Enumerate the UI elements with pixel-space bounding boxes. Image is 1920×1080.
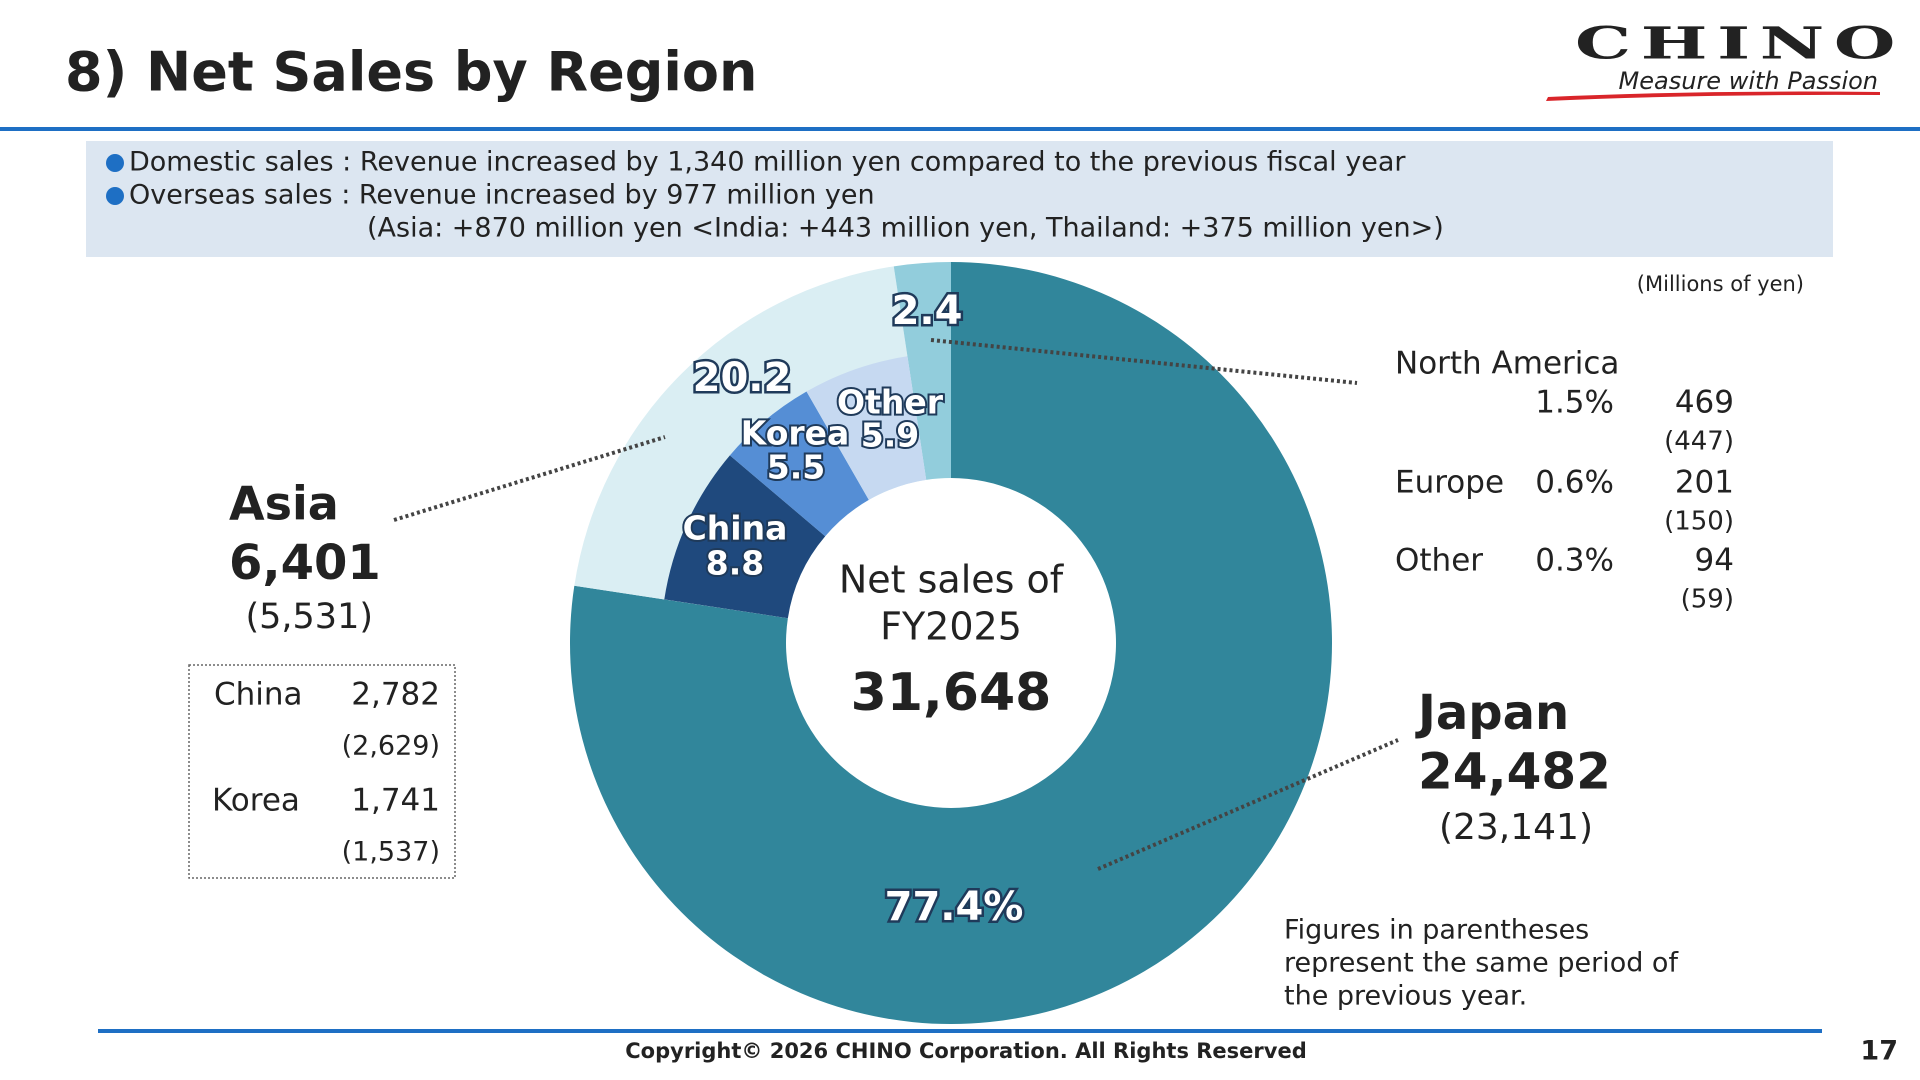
asia-label: Asia: [229, 477, 339, 531]
note: (Asia: +870 million yen <India: +443 mil…: [367, 213, 1444, 244]
page-number: 17: [1860, 1036, 1898, 1067]
region-share: 1.5%: [1535, 385, 1614, 421]
breakdown-value: 1,741: [351, 783, 440, 819]
title: 8) Net Sales by Region: [65, 41, 757, 104]
region-value: 469: [1675, 385, 1734, 421]
footnote: represent the same period of: [1284, 948, 1679, 979]
slice-label: 20.2: [693, 355, 792, 401]
center-label: Net sales of: [839, 558, 1065, 602]
footnote: the previous year.: [1284, 981, 1527, 1012]
inner-name: Korea: [741, 414, 850, 453]
japan-value: 24,482: [1418, 743, 1611, 801]
region-share: 0.3%: [1535, 543, 1614, 579]
center-label: FY2025: [880, 605, 1022, 649]
breakdown-previous: (1,537): [342, 837, 440, 868]
note: Domestic sales : Revenue increased by 1,…: [129, 147, 1406, 178]
region-previous: (150): [1664, 507, 1734, 537]
leader: [930, 338, 1358, 385]
breakdown-name: Korea: [212, 783, 300, 819]
breakdown-previous: (2,629): [342, 731, 440, 762]
note: Overseas sales : Revenue increased by 97…: [129, 180, 875, 211]
breakdown-value: 2,782: [351, 677, 440, 713]
leader: [393, 435, 666, 522]
region-share: 0.6%: [1535, 465, 1614, 501]
inner-name: China: [683, 509, 788, 548]
japan-previous: (23,141): [1439, 807, 1593, 848]
region-value: 94: [1695, 543, 1734, 579]
region-previous: (59): [1681, 585, 1734, 615]
tagline: Measure with Passion: [1619, 67, 1878, 95]
region-value: 201: [1675, 465, 1734, 501]
region-previous: (447): [1664, 427, 1734, 457]
japan-label: Japan: [1415, 685, 1569, 741]
slice: [570, 262, 1332, 1024]
inner-slice: [664, 455, 826, 619]
inner-value: 5.5: [767, 448, 825, 487]
logo-swoosh: [1546, 91, 1880, 101]
leader: [1097, 738, 1399, 871]
slice-label: 2.4: [892, 288, 963, 334]
slice-label: 77.4%: [885, 884, 1024, 930]
inner-slice: [806, 356, 927, 500]
copyright: Copyright© 2026 CHINO Corporation. All R…: [625, 1039, 1306, 1063]
inner-value: 8.8: [706, 544, 764, 583]
inner-value: 5.9: [861, 416, 919, 455]
bullet: [106, 154, 124, 172]
asia-box: [188, 664, 456, 879]
bullet: [106, 187, 124, 205]
inner-name: Other: [837, 383, 944, 422]
unit: (Millions of yen): [1637, 272, 1804, 296]
asia-value: 6,401: [229, 535, 381, 591]
inner-slice: [729, 391, 869, 537]
notes-box: [86, 141, 1833, 257]
footnote: Figures in parentheses: [1284, 915, 1589, 946]
slice: [893, 262, 951, 480]
logo: CHINO: [1575, 19, 1905, 70]
total: 31,648: [851, 663, 1052, 723]
region-name: Other: [1395, 543, 1483, 579]
region-name: North America: [1395, 346, 1619, 382]
breakdown-name: China: [214, 677, 303, 713]
asia-previous: (5,531): [245, 597, 373, 637]
region-name: Europe: [1395, 465, 1504, 501]
